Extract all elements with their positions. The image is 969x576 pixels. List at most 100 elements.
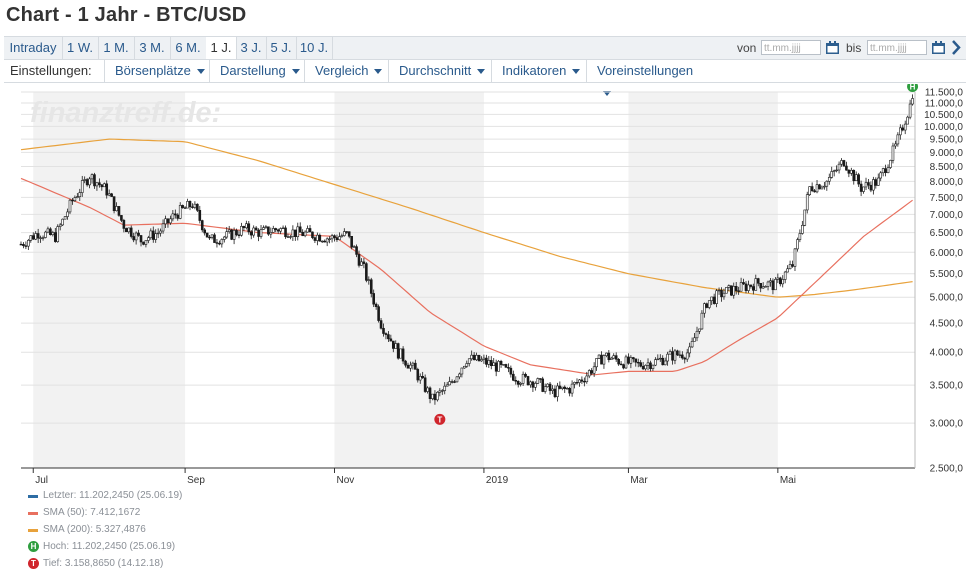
price-candle	[311, 231, 314, 240]
price-candle	[624, 354, 628, 369]
price-candle	[196, 203, 199, 213]
price-candle	[235, 228, 238, 237]
price-candle	[200, 219, 204, 233]
price-candle	[487, 355, 491, 368]
price-candle	[44, 230, 47, 239]
to-date-input[interactable]: tt.mm.jjjj	[867, 40, 927, 55]
price-candle	[63, 216, 67, 220]
range-tab[interactable]: 1 J.	[206, 37, 237, 59]
range-tab[interactable]: 1 W.	[62, 37, 99, 59]
price-candle	[262, 225, 265, 230]
to-label: bis	[846, 41, 862, 55]
price-candle	[164, 215, 167, 228]
price-candle	[788, 260, 792, 270]
price-candle	[734, 281, 738, 295]
price-candle	[514, 376, 518, 385]
price-candle	[90, 173, 94, 184]
price-candle	[117, 206, 121, 217]
price-candle	[421, 371, 424, 379]
price-candle	[810, 182, 814, 193]
price-candle	[83, 176, 86, 184]
price-chart[interactable]: finanztreff.de: 11.500,011.000,010.500,0…	[0, 84, 969, 489]
price-candle	[267, 226, 270, 236]
price-candle	[673, 349, 677, 365]
price-candle	[534, 381, 537, 391]
price-candle	[475, 352, 478, 362]
price-candle	[100, 184, 104, 191]
price-candle	[543, 383, 547, 394]
settings-menu-button[interactable]: Indikatoren	[491, 60, 586, 82]
price-candle	[636, 358, 640, 368]
calendar-icon[interactable]	[825, 40, 840, 55]
price-candle	[854, 171, 858, 181]
price-candle	[578, 378, 581, 387]
price-candle	[761, 282, 765, 289]
price-candle	[825, 180, 829, 191]
price-candle	[394, 340, 398, 349]
price-candle	[911, 94, 914, 106]
grid-lines	[21, 91, 916, 469]
price-candle	[776, 273, 780, 284]
chevron-down-icon	[572, 69, 581, 75]
price-candle	[796, 237, 799, 252]
range-tab[interactable]: Intraday	[4, 37, 63, 59]
price-candle	[548, 382, 552, 395]
price-candle	[590, 368, 593, 376]
price-candle	[379, 318, 383, 330]
from-date-input[interactable]: tt.mm.jjjj	[761, 40, 821, 55]
price-candle	[367, 276, 371, 285]
settings-menu-button[interactable]: Vergleich	[304, 60, 388, 82]
price-candle	[781, 275, 785, 288]
settings-menu-button[interactable]: Darstellung	[209, 60, 304, 82]
price-candle	[303, 230, 307, 238]
price-candle	[298, 222, 302, 233]
sma200-path	[20, 138, 913, 298]
price-candle	[881, 167, 885, 177]
month-bands	[33, 92, 778, 468]
price-candle	[712, 293, 716, 305]
price-candle	[700, 310, 704, 330]
price-candle	[242, 225, 246, 232]
price-candle	[208, 234, 211, 241]
range-tab[interactable]: 5 J.	[266, 37, 297, 59]
chevron-right-icon[interactable]	[950, 40, 962, 55]
price-candle	[526, 375, 530, 386]
price-candle	[227, 225, 231, 234]
price-candle	[284, 225, 287, 239]
price-candle	[595, 358, 598, 371]
price-candle	[215, 239, 219, 248]
price-candle	[519, 381, 522, 387]
calendar-icon[interactable]	[931, 40, 946, 55]
price-candle	[602, 354, 606, 369]
price-candle	[470, 350, 473, 361]
price-candle	[259, 224, 263, 239]
price-candle	[644, 364, 647, 371]
y-tick-label: 3.000,0	[930, 419, 964, 430]
price-candle	[132, 232, 135, 243]
price-candle	[563, 385, 567, 393]
price-candle	[705, 302, 709, 309]
range-tab[interactable]: 3 M.	[134, 37, 171, 59]
x-tick-label: 2019	[486, 475, 509, 486]
settings-menu-button[interactable]: Durchschnitt	[388, 60, 491, 82]
range-tab[interactable]: 6 M.	[170, 37, 207, 59]
price-candle	[264, 225, 268, 229]
price-candle	[769, 277, 772, 287]
sma200-line	[20, 138, 913, 298]
price-candle	[68, 198, 72, 215]
price-candle	[249, 230, 253, 240]
price-candle	[105, 180, 109, 199]
price-candle	[786, 265, 789, 273]
markers: HT	[434, 84, 919, 425]
settings-menu-button[interactable]: Voreinstellungen	[586, 60, 706, 97]
price-candle	[343, 228, 346, 237]
settings-menu-button[interactable]: Börsenplätze	[104, 60, 209, 82]
price-candle	[294, 229, 297, 241]
price-candle	[889, 159, 892, 169]
range-tab[interactable]: 1 M.	[98, 37, 135, 59]
price-candle	[879, 171, 883, 182]
range-tab[interactable]: 3 J.	[236, 37, 267, 59]
legend-item: H Hoch: 11.202,2450 (25.06.19)	[28, 541, 328, 555]
price-candle	[369, 277, 373, 298]
range-tab[interactable]: 10 J.	[296, 37, 333, 59]
